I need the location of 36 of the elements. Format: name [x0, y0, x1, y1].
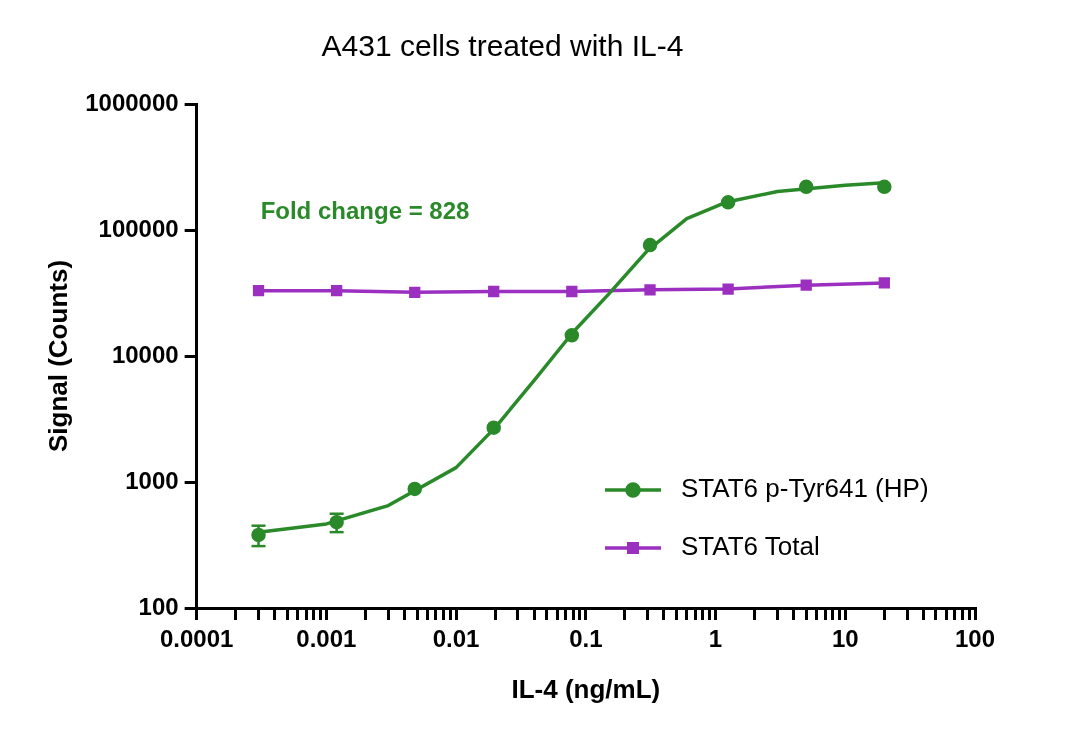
x-tick-label: 1 — [708, 625, 723, 653]
y-tick-label: 100000 — [98, 214, 179, 242]
x-tick-label: 0.1 — [569, 625, 603, 653]
x-tick-label: 0.01 — [432, 625, 480, 653]
x-tick-label: 10 — [831, 625, 859, 653]
legend-label: STAT6 Total — [681, 531, 820, 562]
point — [252, 285, 265, 297]
point — [564, 328, 580, 343]
point — [722, 283, 734, 295]
point — [407, 481, 422, 497]
point — [800, 279, 812, 291]
y-axis-title: Signal (Counts) — [42, 259, 73, 453]
point — [488, 285, 500, 298]
legend-label: STAT6 p-Tyr641 (HP) — [681, 473, 929, 504]
point — [642, 237, 658, 253]
x-axis-title: IL-4 (ng/mL) — [511, 673, 661, 704]
x-tick-label: 100 — [954, 625, 996, 653]
y-tick-label: 10000 — [111, 340, 179, 368]
annotation: Fold change = 828 — [260, 196, 470, 224]
y-tick-label: 1000 — [125, 466, 179, 494]
x-tick-label: 0.0001 — [159, 625, 234, 653]
point — [329, 514, 344, 530]
x-tick-label: 0.001 — [296, 625, 357, 653]
y-tick-label: 100 — [138, 592, 179, 620]
point — [566, 285, 578, 298]
point — [877, 179, 892, 195]
point — [644, 284, 656, 296]
point — [330, 285, 343, 297]
y-tick-label: 1000000 — [85, 88, 179, 116]
point — [251, 527, 266, 543]
chart-title: A431 cells treated with IL-4 — [321, 29, 684, 63]
point — [878, 277, 890, 289]
point — [720, 195, 736, 210]
point — [486, 420, 501, 435]
point — [409, 286, 421, 298]
point — [798, 179, 814, 195]
